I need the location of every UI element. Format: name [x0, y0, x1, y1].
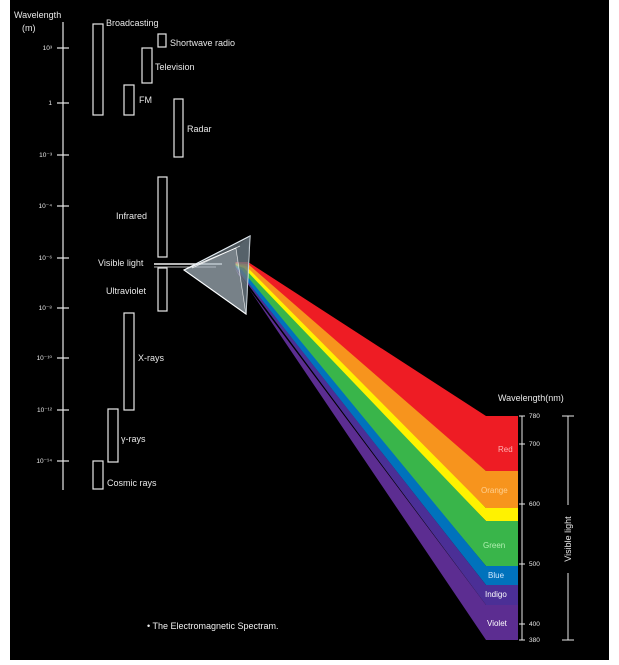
spectrum-fan: [235, 262, 518, 640]
region-label-broadcasting: Broadcasting: [106, 18, 159, 28]
x-rays-range-box: [123, 312, 135, 411]
region-label-gamma-rays: γ-rays: [121, 434, 146, 444]
left-axis-unit: (m): [22, 23, 36, 33]
shortwave-radio-range-box: [157, 33, 167, 48]
ultraviolet-range-box: [157, 267, 168, 312]
left-tick-label: 10⁻³: [39, 152, 53, 159]
right-tick-label: 380: [529, 637, 540, 644]
left-tick-label: 10⁻¹²: [37, 407, 53, 414]
region-label-visible-light: Visible light: [98, 258, 144, 268]
left-tick-label: 10⁻¹⁰: [37, 355, 53, 362]
left-tick-label: 10³: [43, 45, 53, 52]
right-tick-label: 600: [529, 501, 540, 508]
region-label-infrared: Infrared: [116, 211, 147, 221]
region-label-television: Television: [155, 62, 195, 72]
band-label-violet: Violet: [487, 619, 508, 628]
right-tick-label: 780: [529, 413, 540, 420]
infrared-range-box: [157, 176, 168, 258]
right-tick-label: 400: [529, 621, 540, 628]
cosmic-rays-range-box: [92, 460, 104, 490]
band-indigo: [235, 267, 486, 605]
band-label-red: Red: [498, 445, 513, 454]
band-green-end: [486, 521, 518, 566]
region-label-radar: Radar: [187, 124, 212, 134]
region-label-fm: FM: [139, 95, 152, 105]
left-tick-label: 10⁻⁴: [39, 203, 53, 210]
left-axis-title: Wavelength: [14, 10, 61, 20]
fm-range-box: [123, 84, 135, 116]
right-axis-ticks: 780 700 600 500 400 380: [519, 413, 540, 644]
band-red-end: [486, 416, 518, 471]
band-label-indigo: Indigo: [485, 590, 507, 599]
broadcasting-range-box: [92, 23, 104, 116]
right-axis-title: Wavelength(nm): [498, 393, 564, 403]
gamma-rays-range-box: [107, 408, 119, 463]
radar-range-box: [173, 98, 184, 158]
prism: [182, 234, 251, 316]
right-axis-side-label: Visible light: [563, 516, 573, 562]
band-label-green: Green: [483, 541, 505, 550]
left-tick-label: 10⁻¹⁴: [36, 458, 52, 465]
left-tick-label: 1: [48, 100, 52, 107]
region-label-x-rays: X-rays: [138, 353, 165, 363]
region-label-shortwave-radio: Shortwave radio: [170, 38, 235, 48]
band-violet: [235, 268, 486, 640]
band-label-blue: Blue: [488, 571, 505, 580]
band-indigo-end: [486, 585, 518, 605]
band-orange-end: [486, 471, 518, 508]
right-tick-label: 700: [529, 441, 540, 448]
band-label-orange: Orange: [481, 486, 508, 495]
left-axis-ticks: 10³ 1 10⁻³ 10⁻⁴ 10⁻⁶ 10⁻⁸ 10⁻¹⁰ 10⁻¹² 10…: [36, 45, 69, 465]
left-tick-label: 10⁻⁸: [39, 305, 53, 312]
band-blue-end: [486, 566, 518, 585]
region-label-cosmic-rays: Cosmic rays: [107, 478, 157, 488]
region-boxes: [92, 23, 184, 490]
band-yellow-end: [486, 508, 518, 521]
visible-light-bracket: [562, 415, 574, 641]
television-range-box: [141, 47, 153, 84]
right-tick-label: 500: [529, 561, 540, 568]
region-label-ultraviolet: Ultraviolet: [106, 286, 147, 296]
left-tick-label: 10⁻⁶: [39, 255, 53, 262]
figure-caption: • The Electromagnetic Spectram.: [147, 621, 279, 631]
band-violet-end: [486, 605, 518, 640]
